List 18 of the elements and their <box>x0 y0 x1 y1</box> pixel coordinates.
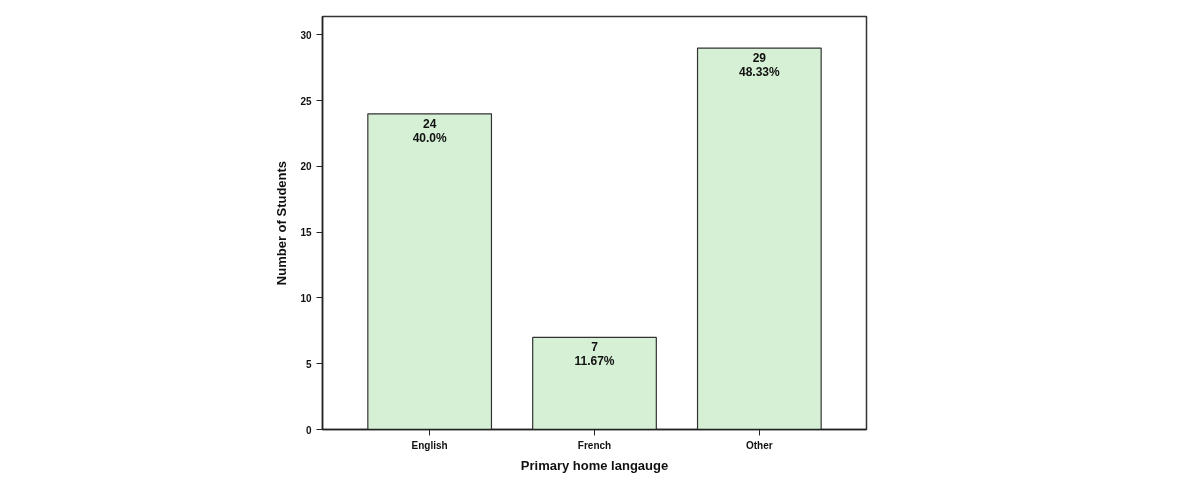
bar <box>367 113 493 430</box>
x-tick-label: French <box>577 439 612 451</box>
bar <box>696 47 822 430</box>
data-label: 7 11.67% <box>574 340 615 369</box>
y-tick-label: 25 <box>300 95 312 107</box>
y-tick-label: 20 <box>300 161 312 173</box>
y-tick-label: 10 <box>300 292 312 304</box>
y-tick-label: 0 <box>305 424 312 436</box>
data-label: 24 40.0% <box>412 116 447 145</box>
data-label: 29 48.33% <box>739 51 781 80</box>
x-tick-label: Other <box>746 439 773 451</box>
y-tick-label: 30 <box>300 29 312 41</box>
y-axis-title: Number of Students <box>274 160 290 286</box>
y-tick-label: 15 <box>300 227 312 239</box>
bar <box>532 336 657 430</box>
y-tick-label: 5 <box>305 358 312 370</box>
x-tick-label: English <box>411 439 448 451</box>
x-axis-title: Primary home langauge <box>520 457 669 473</box>
